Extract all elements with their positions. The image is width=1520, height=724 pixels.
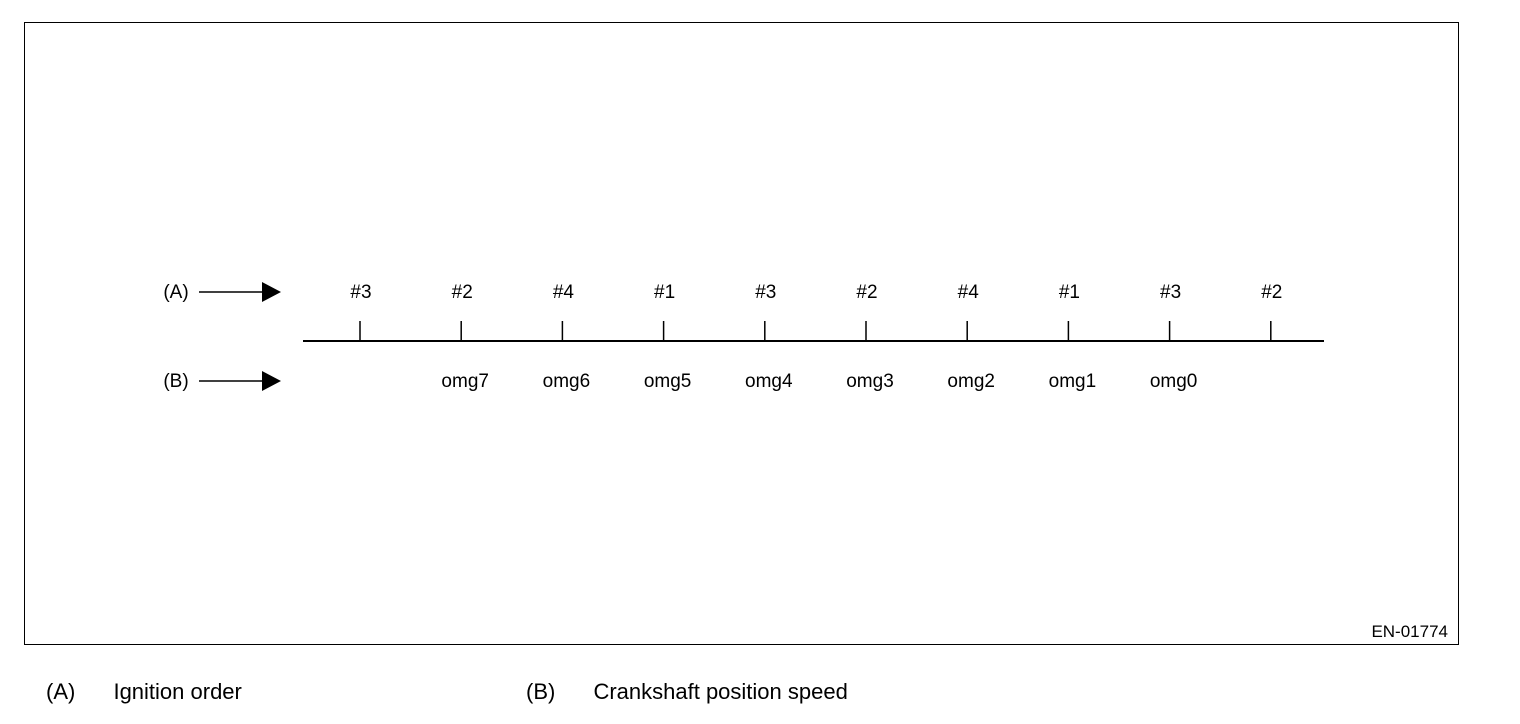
crankshaft-speed-labels: omg7 omg6 omg5 omg4 omg3 omg2 omg1 omg0 [441, 371, 1197, 392]
row-b-marker: (B) [163, 371, 188, 392]
figure-reference-code: EN-01774 [1371, 622, 1448, 641]
crankshaft-speed-label: omg1 [1049, 371, 1097, 392]
crankshaft-speed-label: omg6 [543, 371, 591, 392]
crankshaft-speed-label: omg7 [441, 371, 489, 392]
legend-key-b: (B) [526, 679, 556, 704]
ignition-cylinder-label: #2 [452, 282, 473, 303]
ignition-cylinder-label: #2 [1261, 282, 1282, 303]
crankshaft-speed-label: omg2 [947, 371, 995, 392]
ignition-order-labels: #3 #2 #4 #1 #3 #2 #4 #1 #3 #2 [350, 282, 1282, 303]
legend-key-a: (A) [46, 679, 76, 704]
row-a-marker: (A) [163, 282, 188, 303]
row-a-arrow [199, 282, 281, 302]
crankshaft-speed-label: omg4 [745, 371, 793, 392]
legend-item-b: (B) Crankshaft position speed [526, 679, 848, 705]
ignition-cylinder-label: #1 [654, 282, 675, 303]
ignition-cylinder-label: #4 [958, 282, 980, 303]
legend-desc-b: Crankshaft position speed [593, 679, 848, 704]
ignition-cylinder-label: #1 [1059, 282, 1080, 303]
ignition-cylinder-label: #3 [755, 282, 776, 303]
crankshaft-speed-label: omg5 [644, 371, 692, 392]
ignition-cylinder-label: #2 [856, 282, 877, 303]
crankshaft-speed-label: omg3 [846, 371, 894, 392]
crankshaft-speed-label: omg0 [1150, 371, 1198, 392]
ignition-cylinder-label: #4 [553, 282, 575, 303]
diagram-frame [24, 22, 1459, 645]
ignition-cylinder-label: #3 [1160, 282, 1181, 303]
ignition-cylinder-label: #3 [350, 282, 371, 303]
row-b-arrow [199, 371, 281, 391]
legend-desc-a: Ignition order [113, 679, 242, 704]
timeline-ticks [359, 321, 1272, 341]
legend-item-a: (A) Ignition order [46, 679, 242, 705]
